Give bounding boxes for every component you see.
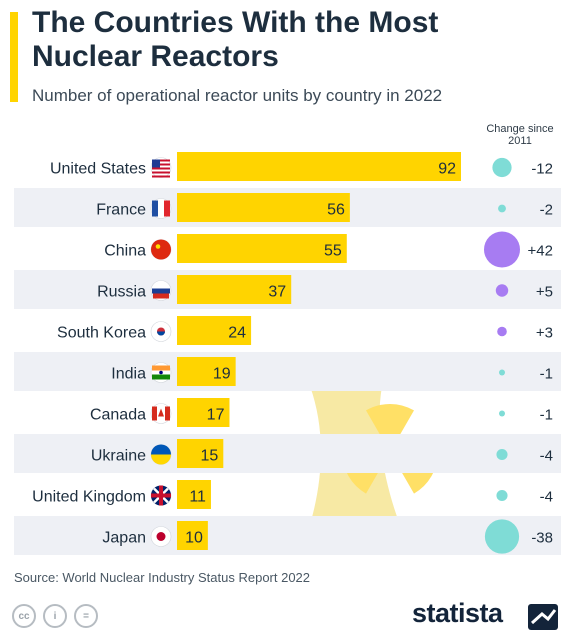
bar-value-label: 11	[189, 489, 206, 506]
change-bubble	[498, 204, 506, 213]
japan-flag-icon	[150, 526, 172, 547]
change-bubble	[499, 410, 505, 417]
category-label: Ukraine	[91, 448, 146, 465]
category-label: Canada	[90, 407, 146, 424]
attribution-icon[interactable]: i	[43, 604, 67, 628]
category-label: United Kingdom	[32, 489, 146, 506]
bar-value-label: 56	[327, 202, 345, 219]
bar	[177, 357, 236, 386]
uk-flag-icon	[150, 485, 172, 506]
bar	[177, 521, 208, 550]
change-column-header: Change since 2011	[486, 123, 554, 147]
change-value-label: -4	[540, 448, 553, 465]
bar-value-label: 55	[324, 243, 342, 260]
title-accent-bar	[10, 12, 18, 102]
change-value-label: -4	[540, 489, 553, 506]
change-value-label: -1	[540, 366, 553, 383]
bar-value-label: 17	[207, 407, 225, 424]
source-note: Source: World Nuclear Industry Status Re…	[14, 570, 311, 585]
chart-subtitle: Number of operational reactor units by c…	[32, 86, 443, 105]
change-value-label: +5	[536, 284, 553, 301]
bar-value-label: 24	[228, 325, 246, 342]
change-bubble	[492, 157, 512, 178]
bar	[177, 316, 252, 345]
change-bubble	[497, 326, 507, 337]
change-bubble	[496, 489, 508, 502]
category-label: France	[96, 202, 146, 219]
india-flag-icon	[150, 362, 172, 383]
no-derivatives-icon[interactable]: =	[74, 604, 98, 628]
cc-icon[interactable]: cc	[12, 604, 36, 628]
chart-title: The Countries With the Most Nuclear Reac…	[32, 6, 439, 73]
ukraine-flag-icon	[150, 444, 172, 465]
bar-value-label: 37	[268, 284, 286, 301]
change-value-label: +42	[528, 243, 553, 260]
bar-value-label: 15	[201, 448, 219, 465]
bar-value-label: 10	[185, 530, 203, 547]
category-label: Russia	[97, 284, 146, 301]
bar	[177, 193, 350, 222]
bar	[177, 480, 211, 509]
canada-flag-icon	[150, 403, 172, 424]
bar	[177, 398, 230, 427]
license-icons: cc i =	[12, 604, 98, 628]
statista-logo-mark-icon	[528, 604, 558, 630]
change-bubble	[484, 231, 520, 268]
change-value-label: -38	[531, 530, 553, 547]
bar	[177, 439, 224, 468]
bar-value-label: 92	[438, 161, 456, 178]
change-value-label: -1	[540, 407, 553, 424]
change-value-label: -2	[540, 202, 553, 219]
change-value-label: +3	[536, 325, 553, 342]
row-band	[14, 516, 561, 555]
france-flag-icon	[150, 198, 172, 219]
change-bubble	[495, 284, 509, 297]
statista-logo[interactable]: statista	[412, 598, 503, 628]
bar	[177, 152, 461, 181]
radiation-blade-shape	[366, 404, 414, 440]
category-label: United States	[50, 161, 146, 178]
row-band	[14, 434, 561, 473]
change-bubble	[499, 369, 505, 376]
china-flag-icon	[150, 239, 172, 260]
category-label: South Korea	[57, 325, 146, 342]
change-bubble	[484, 519, 520, 554]
bar-value-label: 19	[213, 366, 231, 383]
us-flag-icon	[150, 157, 172, 178]
change-value-label: -12	[531, 161, 553, 178]
category-label: India	[111, 366, 146, 383]
bar	[177, 234, 347, 263]
change-bubble	[496, 448, 508, 461]
russia-flag-icon	[150, 280, 172, 301]
south-korea-flag-icon	[150, 321, 172, 342]
category-label: China	[104, 243, 146, 260]
bar	[177, 275, 292, 304]
category-label: Japan	[102, 530, 146, 547]
row-band	[14, 352, 561, 391]
